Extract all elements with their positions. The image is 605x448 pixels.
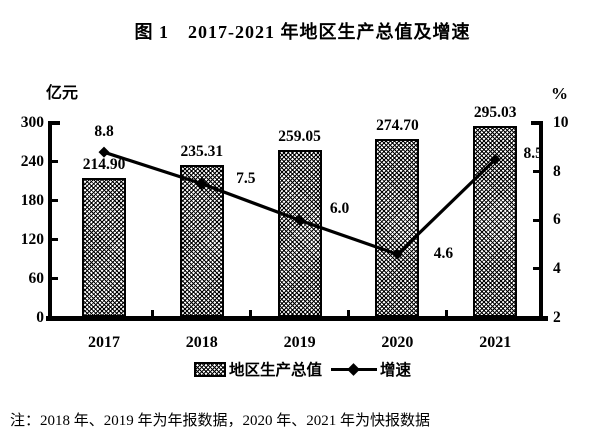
growth-rate-label: 8.5 <box>523 145 543 163</box>
x-axis-boundary-tick <box>347 310 350 316</box>
left-axis-tick-label: 60 <box>28 269 45 287</box>
growth-rate-label: 7.5 <box>236 169 256 187</box>
legend-line-marker-icon <box>331 362 377 376</box>
x-axis-category-label: 2018 <box>185 334 218 351</box>
gdp-value-label: 274.70 <box>376 117 419 135</box>
right-axis-unit-label: % <box>551 84 568 103</box>
x-axis-category-label: 2021 <box>479 334 512 351</box>
footnote: 注：2018 年、2019 年为年报数据，2020 年、2021 年为快报数据 <box>10 413 431 429</box>
growth-rate-label: 8.8 <box>94 123 114 141</box>
gdp-value-label: 295.03 <box>473 104 517 122</box>
gdp-value-label: 259.05 <box>278 127 321 145</box>
right-axis-tick <box>533 267 539 271</box>
left-axis-tick-label: 120 <box>20 230 44 248</box>
left-axis-tick-label: 0 <box>36 308 44 326</box>
left-axis-tick <box>51 199 58 203</box>
x-axis-line <box>46 316 548 321</box>
x-axis-boundary-tick <box>151 310 155 316</box>
right-axis-tick <box>533 218 539 222</box>
legend-diamond-icon <box>347 363 360 376</box>
x-axis-category-label: 2019 <box>283 334 316 351</box>
right-axis-tick-label: 6 <box>553 211 561 229</box>
chart-title: 图 1 2017-2021 年地区生产总值及增速 <box>134 22 471 42</box>
gdp-bar-2019 <box>277 149 322 317</box>
growth-rate-label: 4.6 <box>433 245 454 263</box>
left-axis-unit-label: 亿元 <box>46 85 79 102</box>
gdp-bar-2017 <box>82 178 126 317</box>
left-axis-tick-label: 180 <box>20 191 44 209</box>
right-axis-tick-label: 4 <box>553 259 561 277</box>
x-axis-boundary-tick <box>249 310 253 316</box>
right-axis-top-cap <box>531 121 539 125</box>
x-axis-boundary-tick <box>444 310 448 316</box>
left-axis-tick-label: 300 <box>20 114 44 131</box>
legend-line-label: 增速 <box>380 362 412 379</box>
gdp-bar-2020 <box>375 139 420 317</box>
x-axis-category-label: 2017 <box>88 334 120 351</box>
legend: 地区生产总值 增速 <box>0 358 605 380</box>
left-axis-line <box>48 121 52 320</box>
x-axis-category-label: 2020 <box>381 334 414 351</box>
gdp-value-label: 235.31 <box>180 142 224 160</box>
legend-bar-swatch-icon <box>193 361 226 377</box>
gdp-value-label: 214.90 <box>82 156 126 174</box>
right-axis-tick-label: 8 <box>553 162 561 180</box>
left-axis-top-cap <box>51 121 60 125</box>
legend-bar-label: 地区生产总值 <box>228 362 322 379</box>
left-axis-tick <box>51 238 58 242</box>
right-axis-tick-label: 2 <box>553 308 561 326</box>
right-axis-tick <box>533 170 539 174</box>
growth-rate-label: 6.0 <box>329 200 350 218</box>
left-axis-tick-label: 240 <box>20 152 44 170</box>
left-axis-tick <box>51 160 58 164</box>
right-axis-tick-label: 10 <box>553 114 569 131</box>
left-axis-tick <box>51 277 58 281</box>
right-axis-line <box>539 121 543 320</box>
